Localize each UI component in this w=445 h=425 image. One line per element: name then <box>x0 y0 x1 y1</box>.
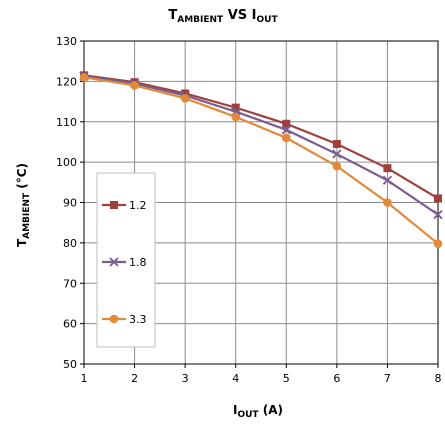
chart-title: TAMBIENT VS IOUT <box>168 8 278 25</box>
x-axis-ticks: 1 2 3 4 5 6 7 8 <box>81 364 442 385</box>
series-line <box>83 76 439 245</box>
legend-entry-1: 1.2 <box>102 199 147 212</box>
data-point <box>382 175 393 185</box>
data-point <box>231 112 241 122</box>
series-group <box>79 71 443 248</box>
x-tick-label: 8 <box>435 372 442 385</box>
x-tick-label: 4 <box>232 372 239 385</box>
y-axis-title: TAMBIENT (°C) <box>15 163 32 247</box>
x-tick-label: 5 <box>283 372 290 385</box>
data-point <box>180 94 190 103</box>
data-point <box>281 125 291 135</box>
legend-swatch-marker <box>109 314 119 324</box>
x-tick-label: 7 <box>384 372 391 385</box>
data-point <box>181 89 190 98</box>
data-point <box>281 133 291 143</box>
data-point <box>231 103 240 112</box>
y-tick-label: 80 <box>63 237 77 250</box>
y-tick-label: 50 <box>63 358 77 371</box>
data-point <box>383 164 392 173</box>
data-point <box>130 81 139 90</box>
data-point <box>433 239 443 248</box>
series-3 <box>79 73 443 248</box>
legend-swatch-marker <box>109 257 119 267</box>
series-line <box>83 75 439 216</box>
y-tick-label: 70 <box>63 277 77 290</box>
data-point <box>332 161 342 171</box>
data-point <box>433 209 443 220</box>
legend-label: 1.2 <box>129 199 147 212</box>
y-tick-label: 100 <box>56 156 77 169</box>
data-point <box>332 149 342 159</box>
x-tick-label: 6 <box>333 372 340 385</box>
data-point <box>79 73 89 82</box>
x-axis-title: IOUT (A) <box>233 403 283 420</box>
legend-entry-2: 1.8 <box>102 256 147 269</box>
legend-label: 3.3 <box>129 313 147 326</box>
y-tick-label: 120 <box>56 75 77 88</box>
y-tick-label: 90 <box>63 197 77 210</box>
data-point <box>332 139 341 148</box>
x-tick-label: 2 <box>131 372 138 385</box>
y-tick-label: 60 <box>63 318 77 331</box>
legend-swatch-marker <box>110 201 118 209</box>
y-axis-ticks: 50 60 70 80 90 100 110 120 130 <box>56 35 84 371</box>
y-tick-label: 130 <box>56 35 77 48</box>
legend-label: 1.8 <box>129 256 147 269</box>
x-tick-label: 1 <box>81 372 88 385</box>
y-tick-label: 110 <box>56 116 77 129</box>
legend-entry-3: 3.3 <box>102 313 147 326</box>
data-point <box>282 119 291 128</box>
data-point <box>434 194 442 203</box>
data-point <box>383 198 392 207</box>
legend: 1.2 1.8 3.3 <box>96 172 156 348</box>
series-line <box>83 74 439 200</box>
x-tick-label: 3 <box>182 372 189 385</box>
